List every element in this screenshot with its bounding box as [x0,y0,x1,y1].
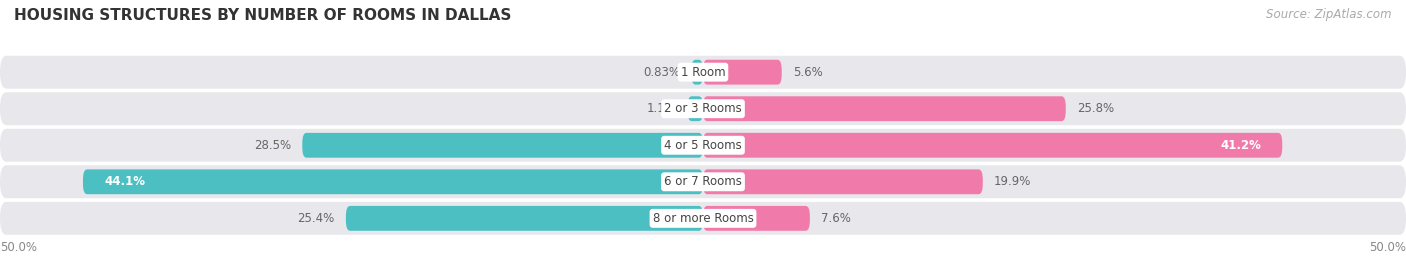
Text: 5.6%: 5.6% [793,66,823,79]
FancyBboxPatch shape [703,206,810,231]
Text: 28.5%: 28.5% [254,139,291,152]
Text: 25.8%: 25.8% [1077,102,1114,115]
Text: 0.83%: 0.83% [643,66,681,79]
FancyBboxPatch shape [688,96,703,121]
Text: 19.9%: 19.9% [994,175,1032,188]
Text: 50.0%: 50.0% [1369,241,1406,254]
FancyBboxPatch shape [703,169,983,194]
FancyBboxPatch shape [302,133,703,158]
FancyBboxPatch shape [346,206,703,231]
FancyBboxPatch shape [0,56,1406,89]
Text: 50.0%: 50.0% [0,241,37,254]
FancyBboxPatch shape [0,92,1406,125]
Text: 8 or more Rooms: 8 or more Rooms [652,212,754,225]
FancyBboxPatch shape [703,60,782,84]
Text: 7.6%: 7.6% [821,212,851,225]
Text: 44.1%: 44.1% [104,175,145,188]
FancyBboxPatch shape [692,60,703,84]
Text: 2 or 3 Rooms: 2 or 3 Rooms [664,102,742,115]
Text: 25.4%: 25.4% [298,212,335,225]
FancyBboxPatch shape [83,169,703,194]
Text: 4 or 5 Rooms: 4 or 5 Rooms [664,139,742,152]
FancyBboxPatch shape [703,96,1066,121]
Text: 1 Room: 1 Room [681,66,725,79]
Text: Source: ZipAtlas.com: Source: ZipAtlas.com [1267,8,1392,21]
FancyBboxPatch shape [0,202,1406,235]
FancyBboxPatch shape [0,165,1406,198]
Text: 41.2%: 41.2% [1220,139,1261,152]
FancyBboxPatch shape [703,133,1282,158]
Text: HOUSING STRUCTURES BY NUMBER OF ROOMS IN DALLAS: HOUSING STRUCTURES BY NUMBER OF ROOMS IN… [14,8,512,23]
Text: 1.1%: 1.1% [647,102,676,115]
FancyBboxPatch shape [0,129,1406,162]
Text: 6 or 7 Rooms: 6 or 7 Rooms [664,175,742,188]
